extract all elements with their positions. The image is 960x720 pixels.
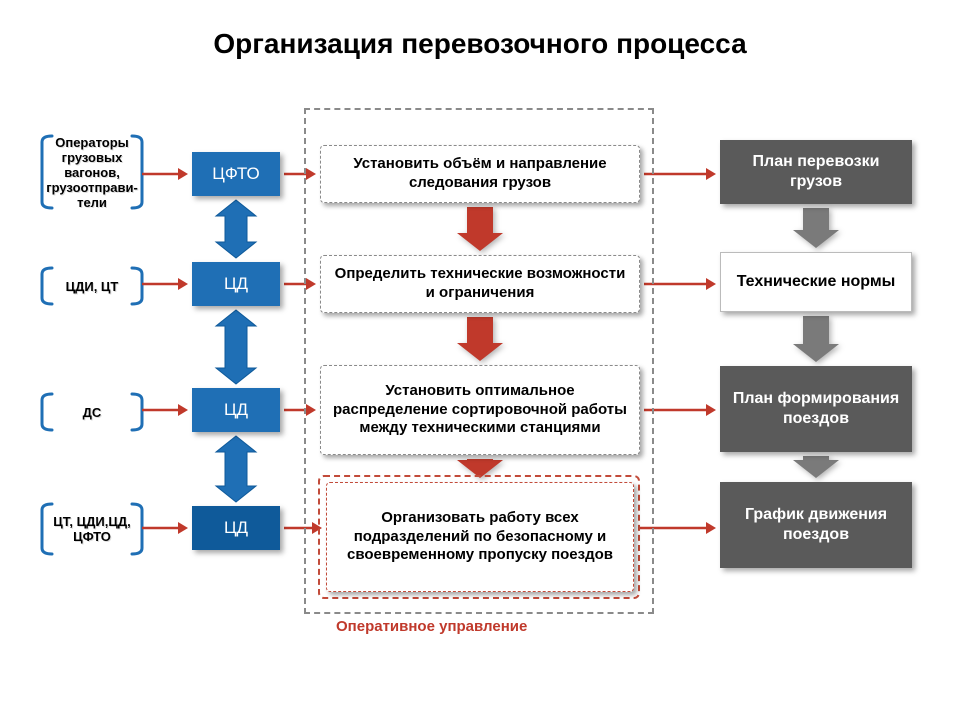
dept-box: ЦД [192,506,280,550]
dept-box: ЦД [192,388,280,432]
output-box: Технические нормы [720,252,912,312]
process-box: Установить объём и направление следовани… [320,145,640,203]
input-label: Операторы грузовых вагонов, грузоотправи… [47,142,137,202]
footer-label: Оперативное управление [336,618,527,635]
dept-box: ЦД [192,262,280,306]
process-box: Установить оптимальное распределение сор… [320,365,640,455]
output-box: План перевозки грузов [720,140,912,204]
input-label: ЦДИ, ЦТ [47,256,137,316]
input-label: ЦТ, ЦДИ,ЦД, ЦФТО [47,499,137,559]
output-box: План формирования поездов [720,366,912,452]
process-box: Организовать работу всех подразделений п… [326,482,634,592]
input-label: ДС [47,382,137,442]
dept-box: ЦФТО [192,152,280,196]
output-box: График движения поездов [720,482,912,568]
process-box: Определить технические возможности и огр… [320,255,640,313]
